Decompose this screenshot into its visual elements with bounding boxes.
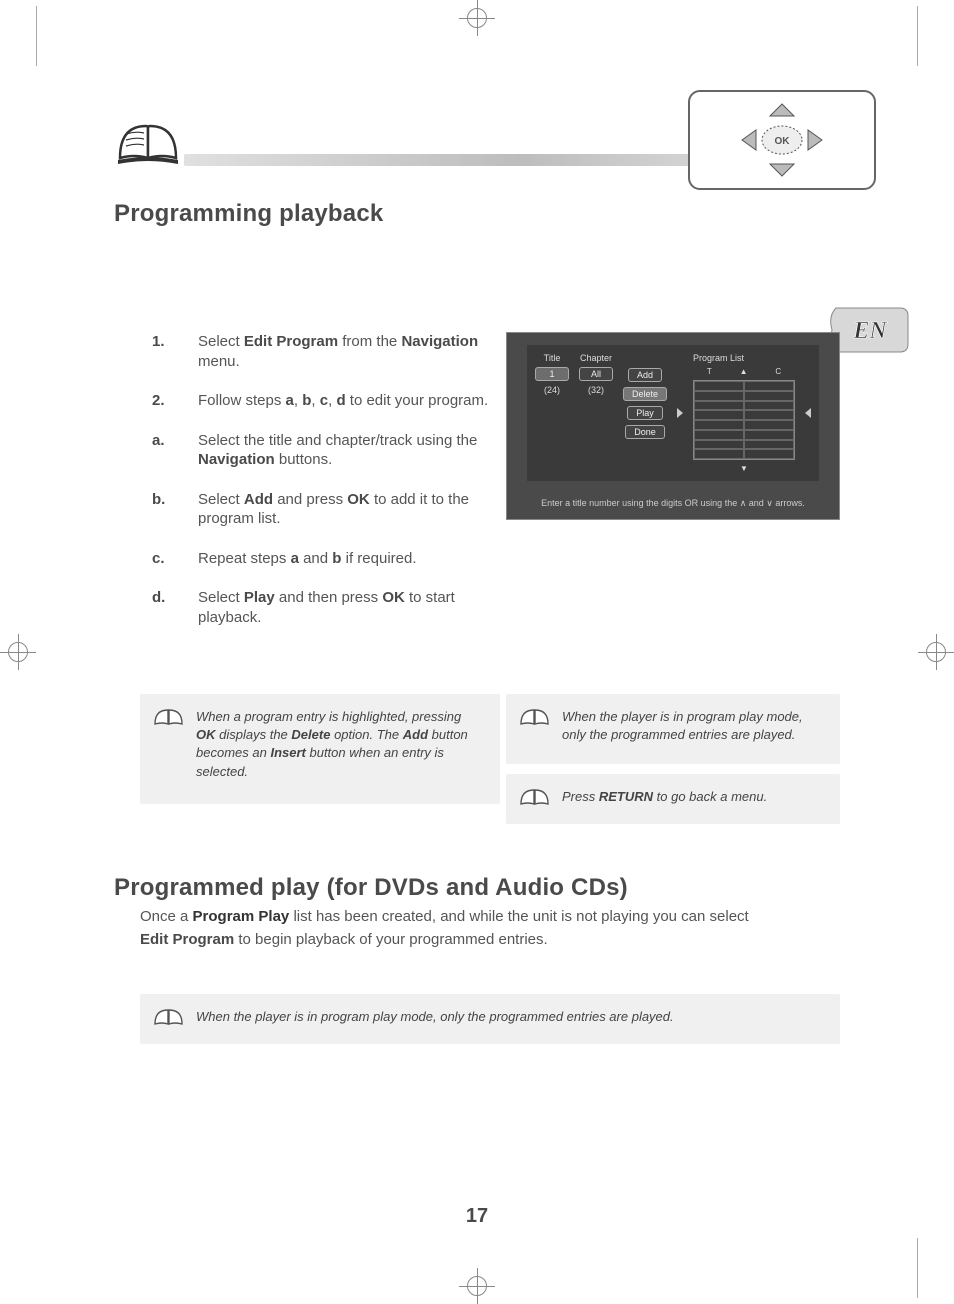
chapter-value: All: [579, 367, 613, 381]
note-icon: [152, 704, 186, 733]
add-button: Add: [628, 368, 662, 382]
note-icon: [518, 784, 552, 813]
action-buttons: Add Delete Play Done: [623, 353, 667, 473]
title-column: Title 1 (24): [535, 353, 569, 473]
step-a: a. Select the title and chapter/track us…: [152, 431, 522, 470]
step-d: d. Select Play and then press OK to star…: [152, 588, 522, 627]
note-icon: [518, 704, 552, 733]
registration-bottom: [459, 1268, 495, 1304]
section-title-2: Programmed play (for DVDs and Audio CDs): [114, 874, 628, 902]
registration-top: [459, 0, 495, 36]
screenshot-hint: Enter a title number using the digits OR…: [507, 498, 839, 509]
note-program-entry: When a program entry is highlighted, pre…: [140, 694, 500, 804]
step-c: c. Repeat steps a and b if required.: [152, 549, 522, 569]
page-content: OK Programming playback EN 1. Select Edi…: [54, 54, 900, 1250]
note-return: Press RETURN to go back a menu.: [506, 774, 840, 824]
chapter-column: Chapter All (32): [579, 353, 613, 473]
step-b: b. Select Add and press OK to add it to …: [152, 490, 522, 529]
nav-pad-illustration: OK: [688, 90, 876, 190]
done-button: Done: [625, 425, 665, 439]
section-title-1: Programming playback: [114, 200, 383, 228]
title-value: 1: [535, 367, 569, 381]
delete-button: Delete: [623, 387, 667, 401]
arrow-right-icon: [677, 408, 683, 418]
section2-paragraph: Once a Program Play list has been create…: [140, 906, 840, 951]
play-button: Play: [627, 406, 663, 420]
program-list-column: Program List T▲C ▼: [693, 353, 795, 473]
registration-left: [0, 634, 36, 670]
arrow-left-icon: [805, 408, 811, 418]
book-icon: [114, 114, 184, 175]
program-list-grid: [693, 380, 795, 460]
instruction-list: 1. Select Edit Program from the Navigati…: [152, 332, 522, 647]
page-number: 17: [466, 1205, 488, 1228]
edit-program-screenshot: Title 1 (24) Chapter All (32) Add Delete…: [506, 332, 840, 520]
step-1: 1. Select Edit Program from the Navigati…: [152, 332, 522, 371]
svg-text:OK: OK: [775, 136, 791, 147]
step-2: 2. Follow steps a, b, c, d to edit your …: [152, 391, 522, 411]
note-icon: [152, 1004, 186, 1033]
svg-text:EN: EN: [852, 318, 888, 344]
registration-right: [918, 634, 954, 670]
note-program-mode-2: When the player is in program play mode,…: [140, 994, 840, 1044]
note-program-mode: When the player is in program play mode,…: [506, 694, 840, 764]
